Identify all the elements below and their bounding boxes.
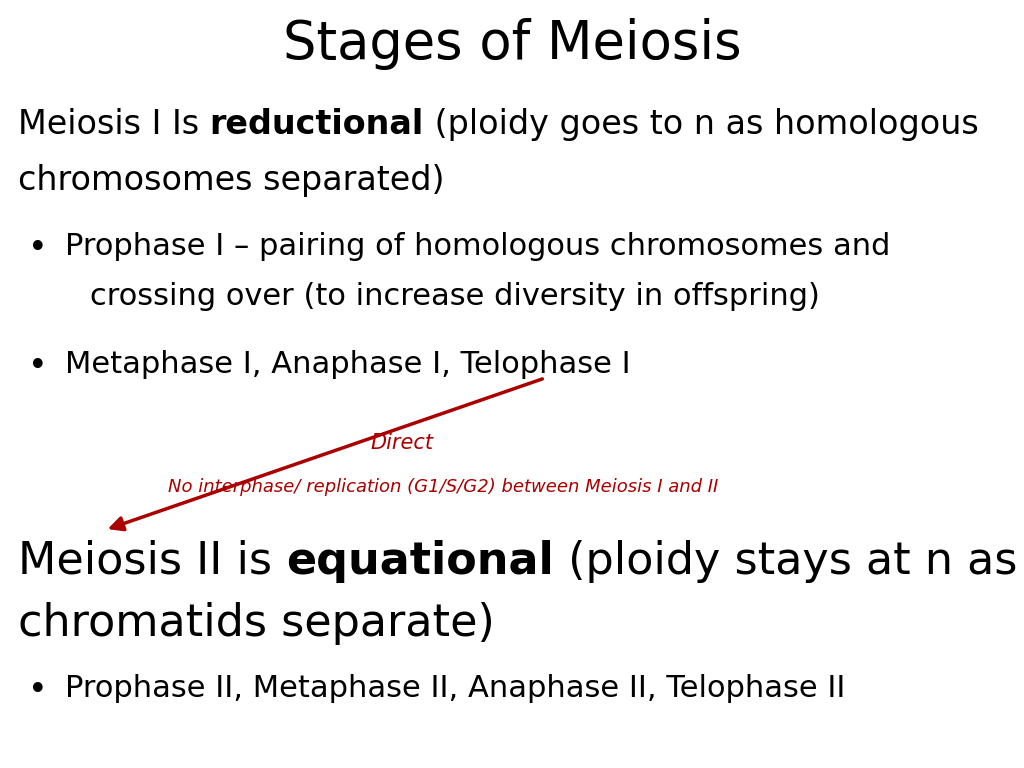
Text: •: • bbox=[28, 674, 48, 707]
Text: chromosomes separated): chromosomes separated) bbox=[18, 164, 444, 197]
Text: Meiosis II is: Meiosis II is bbox=[18, 540, 286, 583]
Text: •: • bbox=[28, 232, 48, 265]
Text: Prophase I – pairing of homologous chromosomes and: Prophase I – pairing of homologous chrom… bbox=[65, 232, 891, 261]
Text: Direct: Direct bbox=[370, 433, 433, 453]
Text: •: • bbox=[28, 350, 48, 383]
Text: Stages of Meiosis: Stages of Meiosis bbox=[283, 18, 741, 70]
Text: Metaphase I, Anaphase I, Telophase I: Metaphase I, Anaphase I, Telophase I bbox=[65, 350, 631, 379]
Text: (ploidy stays at n as sister: (ploidy stays at n as sister bbox=[554, 540, 1024, 583]
Text: Prophase II, Metaphase II, Anaphase II, Telophase II: Prophase II, Metaphase II, Anaphase II, … bbox=[65, 674, 846, 703]
Text: reductional: reductional bbox=[210, 108, 424, 141]
Text: Meiosis I Is: Meiosis I Is bbox=[18, 108, 210, 141]
Text: chromatids separate): chromatids separate) bbox=[18, 602, 495, 645]
Text: equational: equational bbox=[286, 540, 554, 583]
Text: No interphase/ replication (G1/S/G2) between Meiosis I and II: No interphase/ replication (G1/S/G2) bet… bbox=[168, 478, 718, 496]
Text: (ploidy goes to n as homologous: (ploidy goes to n as homologous bbox=[424, 108, 979, 141]
Text: crossing over (to increase diversity in offspring): crossing over (to increase diversity in … bbox=[90, 282, 820, 311]
